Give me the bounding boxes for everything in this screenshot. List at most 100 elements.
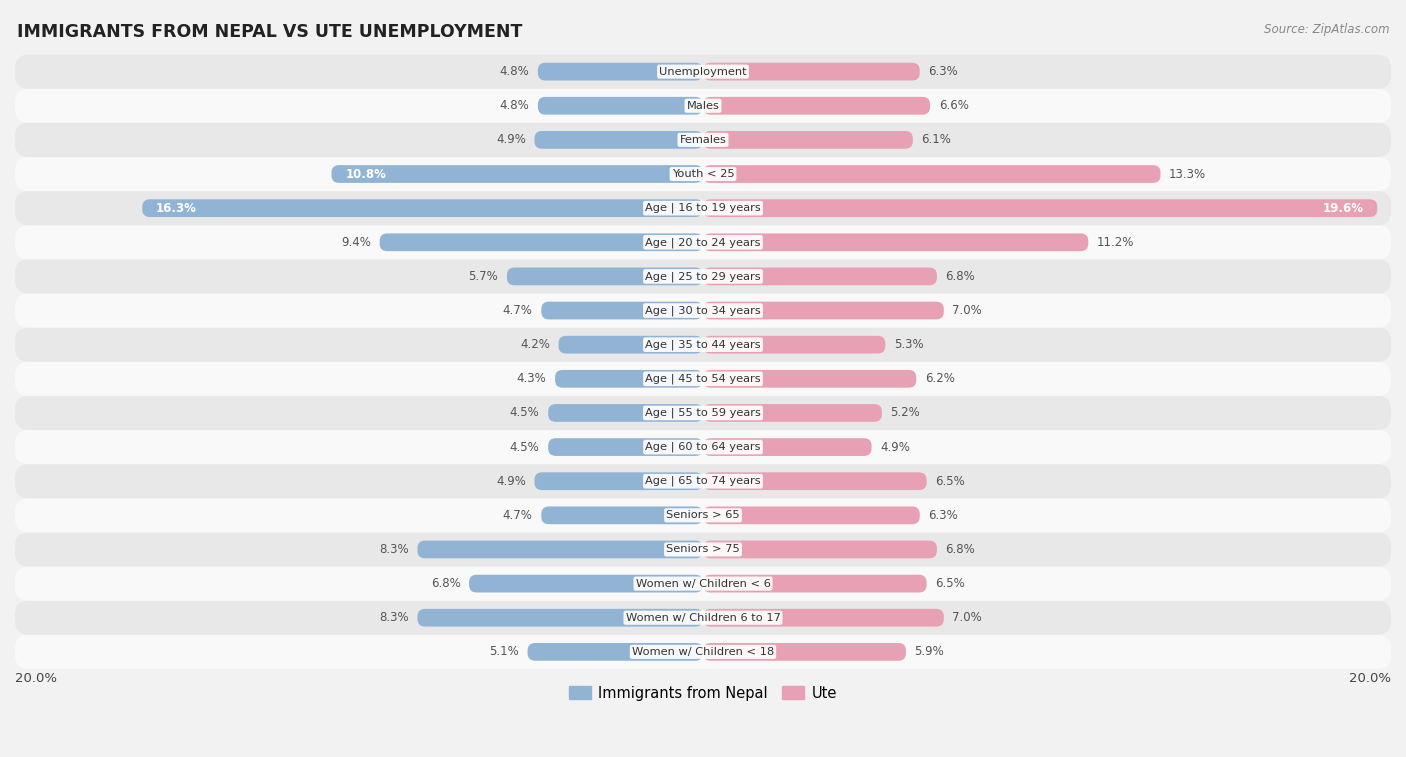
- FancyBboxPatch shape: [703, 575, 927, 593]
- Text: Males: Males: [686, 101, 720, 111]
- Text: 5.1%: 5.1%: [489, 646, 519, 659]
- Text: 16.3%: 16.3%: [156, 201, 197, 215]
- Text: 5.7%: 5.7%: [468, 270, 498, 283]
- Text: Women w/ Children < 6: Women w/ Children < 6: [636, 578, 770, 589]
- FancyBboxPatch shape: [15, 260, 1391, 294]
- FancyBboxPatch shape: [15, 532, 1391, 566]
- Text: 20.0%: 20.0%: [15, 671, 58, 684]
- Text: Age | 20 to 24 years: Age | 20 to 24 years: [645, 237, 761, 248]
- FancyBboxPatch shape: [15, 600, 1391, 635]
- FancyBboxPatch shape: [15, 55, 1391, 89]
- Text: 4.8%: 4.8%: [499, 99, 529, 112]
- Text: 19.6%: 19.6%: [1323, 201, 1364, 215]
- Text: 6.5%: 6.5%: [935, 577, 965, 590]
- FancyBboxPatch shape: [703, 438, 872, 456]
- FancyBboxPatch shape: [15, 123, 1391, 157]
- FancyBboxPatch shape: [15, 157, 1391, 191]
- Text: 4.8%: 4.8%: [499, 65, 529, 78]
- Text: 6.1%: 6.1%: [921, 133, 952, 146]
- FancyBboxPatch shape: [15, 566, 1391, 600]
- Text: 9.4%: 9.4%: [342, 235, 371, 249]
- FancyBboxPatch shape: [703, 643, 905, 661]
- FancyBboxPatch shape: [15, 430, 1391, 464]
- Text: Source: ZipAtlas.com: Source: ZipAtlas.com: [1264, 23, 1389, 36]
- FancyBboxPatch shape: [380, 233, 703, 251]
- FancyBboxPatch shape: [703, 302, 943, 319]
- FancyBboxPatch shape: [418, 609, 703, 627]
- Text: Women w/ Children 6 to 17: Women w/ Children 6 to 17: [626, 612, 780, 623]
- FancyBboxPatch shape: [703, 609, 943, 627]
- Text: 4.5%: 4.5%: [510, 407, 540, 419]
- FancyBboxPatch shape: [555, 370, 703, 388]
- Text: 4.7%: 4.7%: [503, 509, 533, 522]
- Text: 4.9%: 4.9%: [496, 133, 526, 146]
- Text: Age | 60 to 64 years: Age | 60 to 64 years: [645, 442, 761, 453]
- Text: 20.0%: 20.0%: [1348, 671, 1391, 684]
- FancyBboxPatch shape: [332, 165, 703, 183]
- Text: 6.2%: 6.2%: [925, 372, 955, 385]
- FancyBboxPatch shape: [703, 540, 936, 559]
- Legend: Immigrants from Nepal, Ute: Immigrants from Nepal, Ute: [564, 680, 842, 706]
- Text: 6.3%: 6.3%: [928, 65, 957, 78]
- Text: 6.8%: 6.8%: [945, 270, 976, 283]
- Text: 13.3%: 13.3%: [1170, 167, 1206, 180]
- Text: 11.2%: 11.2%: [1097, 235, 1135, 249]
- Text: 4.9%: 4.9%: [880, 441, 910, 453]
- Text: Age | 65 to 74 years: Age | 65 to 74 years: [645, 476, 761, 487]
- FancyBboxPatch shape: [703, 233, 1088, 251]
- FancyBboxPatch shape: [15, 396, 1391, 430]
- FancyBboxPatch shape: [703, 370, 917, 388]
- FancyBboxPatch shape: [15, 89, 1391, 123]
- Text: Age | 25 to 29 years: Age | 25 to 29 years: [645, 271, 761, 282]
- Text: 7.0%: 7.0%: [952, 611, 983, 625]
- Text: 6.8%: 6.8%: [945, 543, 976, 556]
- Text: 5.9%: 5.9%: [914, 646, 945, 659]
- Text: 6.6%: 6.6%: [939, 99, 969, 112]
- Text: Youth < 25: Youth < 25: [672, 169, 734, 179]
- FancyBboxPatch shape: [538, 97, 703, 114]
- FancyBboxPatch shape: [470, 575, 703, 593]
- FancyBboxPatch shape: [541, 506, 703, 524]
- FancyBboxPatch shape: [548, 404, 703, 422]
- FancyBboxPatch shape: [703, 472, 927, 490]
- Text: Seniors > 75: Seniors > 75: [666, 544, 740, 554]
- FancyBboxPatch shape: [703, 165, 1160, 183]
- FancyBboxPatch shape: [703, 199, 1378, 217]
- Text: Women w/ Children < 18: Women w/ Children < 18: [631, 647, 775, 657]
- FancyBboxPatch shape: [142, 199, 703, 217]
- Text: 4.3%: 4.3%: [517, 372, 547, 385]
- FancyBboxPatch shape: [15, 362, 1391, 396]
- Text: Age | 55 to 59 years: Age | 55 to 59 years: [645, 408, 761, 418]
- FancyBboxPatch shape: [534, 472, 703, 490]
- FancyBboxPatch shape: [15, 635, 1391, 669]
- FancyBboxPatch shape: [703, 97, 929, 114]
- FancyBboxPatch shape: [15, 191, 1391, 226]
- Text: 7.0%: 7.0%: [952, 304, 983, 317]
- Text: 4.5%: 4.5%: [510, 441, 540, 453]
- Text: 6.3%: 6.3%: [928, 509, 957, 522]
- Text: 5.3%: 5.3%: [894, 338, 924, 351]
- FancyBboxPatch shape: [541, 302, 703, 319]
- FancyBboxPatch shape: [15, 498, 1391, 532]
- FancyBboxPatch shape: [703, 404, 882, 422]
- Text: 4.2%: 4.2%: [520, 338, 550, 351]
- Text: 4.9%: 4.9%: [496, 475, 526, 488]
- FancyBboxPatch shape: [538, 63, 703, 80]
- Text: 6.5%: 6.5%: [935, 475, 965, 488]
- Text: 5.2%: 5.2%: [890, 407, 921, 419]
- Text: Females: Females: [679, 135, 727, 145]
- FancyBboxPatch shape: [703, 506, 920, 524]
- FancyBboxPatch shape: [508, 267, 703, 285]
- Text: 10.8%: 10.8%: [346, 167, 387, 180]
- FancyBboxPatch shape: [15, 328, 1391, 362]
- FancyBboxPatch shape: [703, 131, 912, 149]
- Text: Age | 30 to 34 years: Age | 30 to 34 years: [645, 305, 761, 316]
- Text: Seniors > 65: Seniors > 65: [666, 510, 740, 520]
- FancyBboxPatch shape: [703, 63, 920, 80]
- FancyBboxPatch shape: [703, 267, 936, 285]
- FancyBboxPatch shape: [558, 336, 703, 354]
- FancyBboxPatch shape: [15, 294, 1391, 328]
- Text: 6.8%: 6.8%: [430, 577, 461, 590]
- FancyBboxPatch shape: [534, 131, 703, 149]
- FancyBboxPatch shape: [703, 336, 886, 354]
